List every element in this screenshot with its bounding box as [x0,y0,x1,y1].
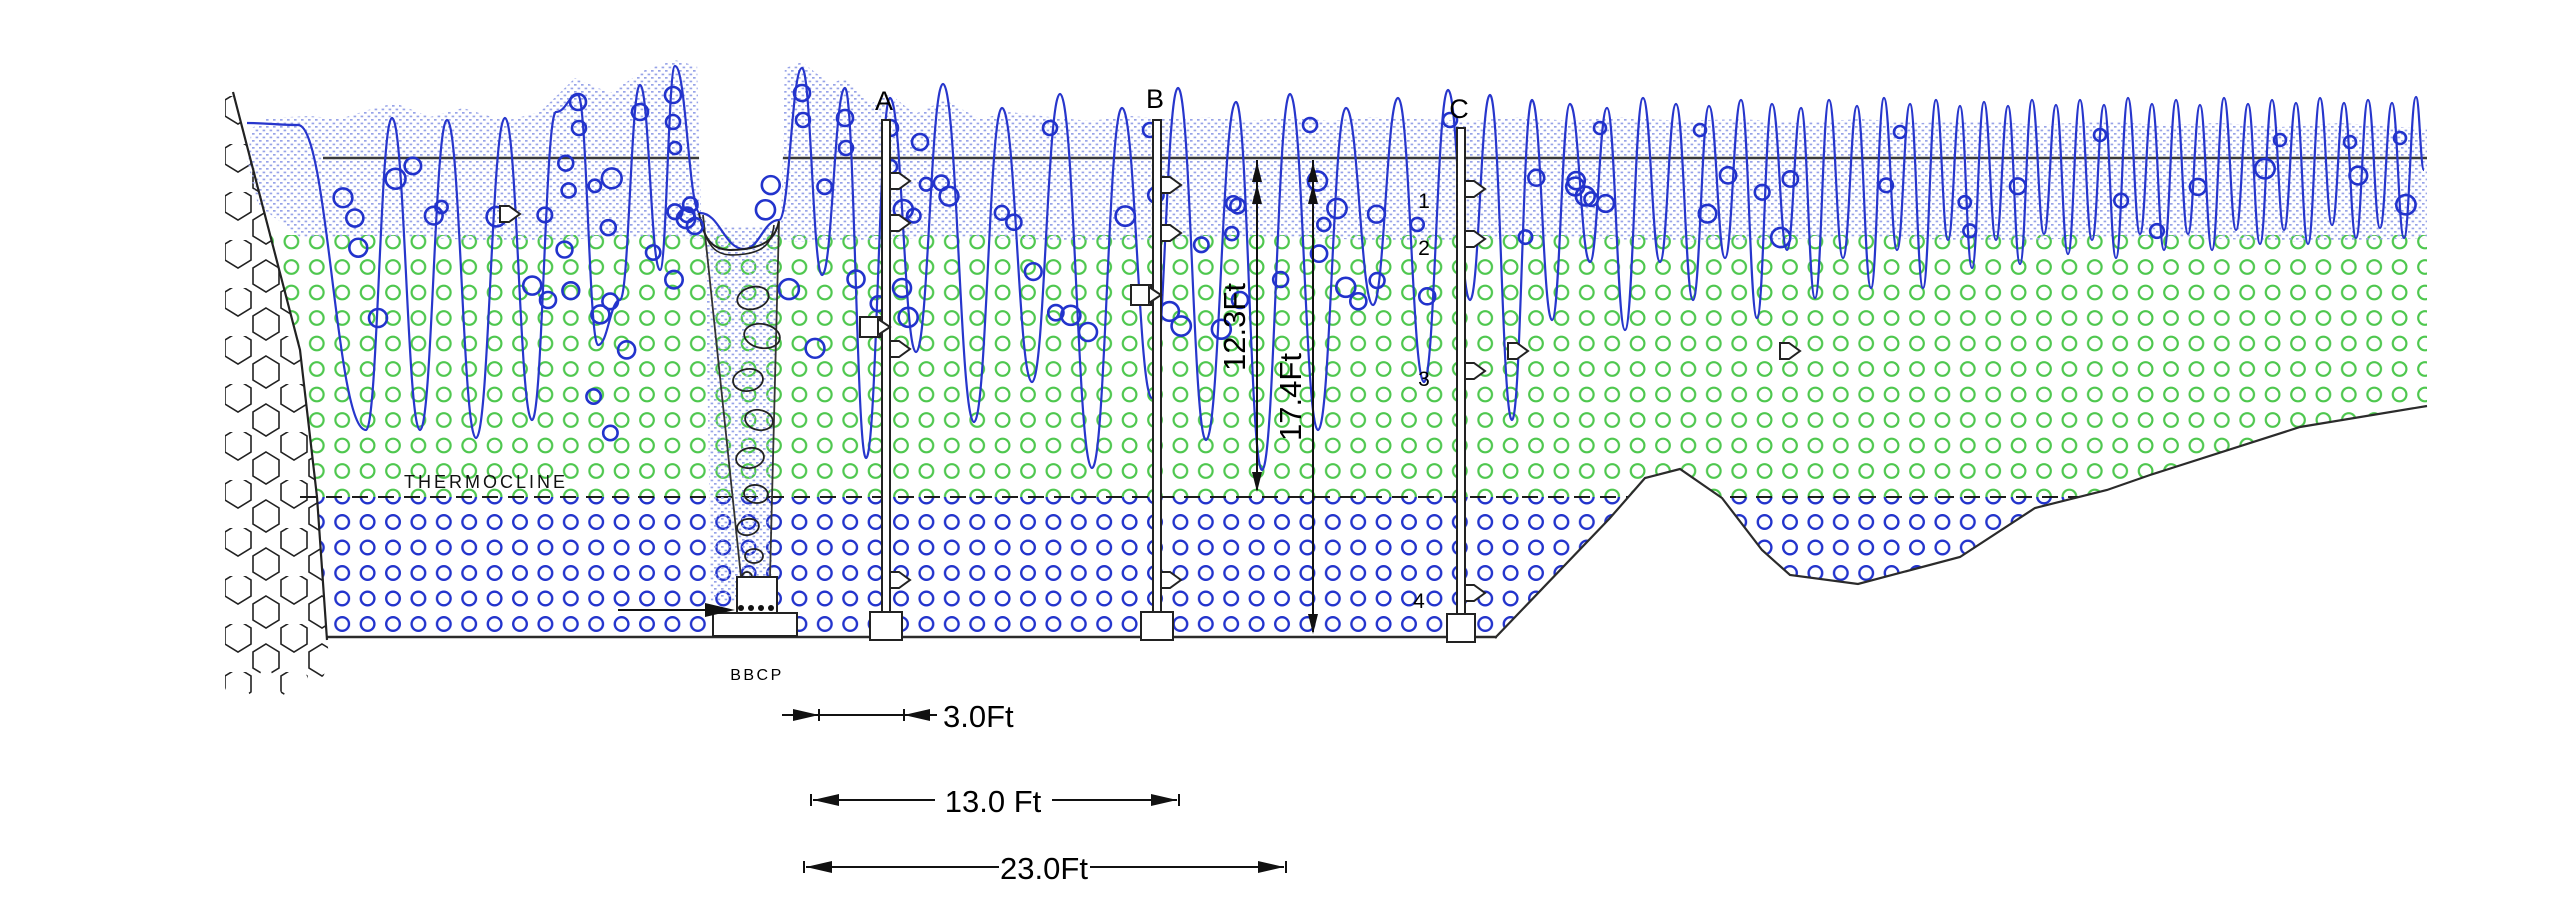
sensor-2-label: 2 [1418,237,1430,260]
probes-and-equipment [499,119,1802,873]
thermocline-label: THERMOCLINE [404,472,568,492]
contour-and-wave-lines [231,64,2427,641]
probe-b-label: B [1146,84,1164,114]
probe-a-label: A [875,86,893,116]
dim-13ft-label: 13.0 Ft [945,784,1042,819]
sensor-3-label: 3 [1418,368,1430,391]
dim-3ft-label: 3.0Ft [943,699,1014,734]
dim-17-4ft-label: 17.4Ft [1273,353,1308,441]
probe-c-label: C [1449,94,1469,124]
water-layers [225,0,2560,905]
dim-12-3ft-label: 12.3Ft [1217,283,1252,371]
sensor-1-label: 1 [1418,190,1430,213]
text-labels: A B C 1 2 3 4 THERMOCLINE BBCP 3.0Ft 13.… [404,84,1469,886]
bbcp-label: BBCP [730,667,784,684]
sensor-4-label: 4 [1413,590,1425,613]
dim-23ft-label: 23.0Ft [1000,851,1088,886]
